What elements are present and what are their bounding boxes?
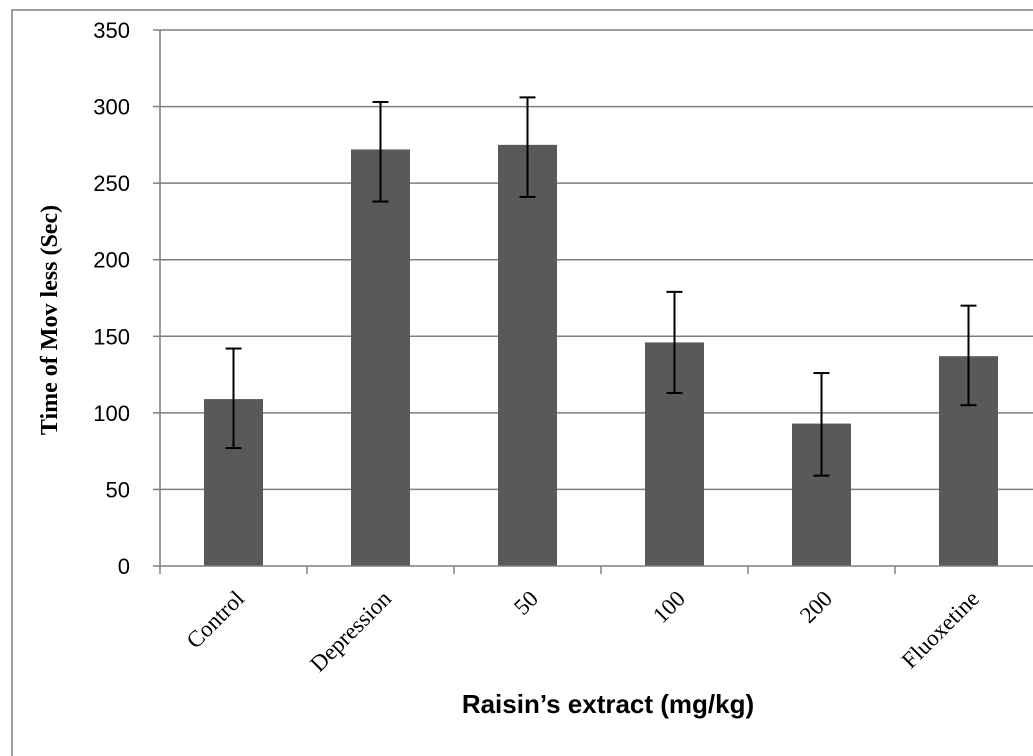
gridlines [160,29,1033,491]
chart-border [11,9,1033,756]
x-tick-label: Control [182,586,249,653]
error-bars [225,96,977,477]
x-tick-label: Depression [305,586,396,677]
y-tick-label: 200 [93,248,130,273]
y-axis-label: Time of Mov less (Sec) [37,205,63,435]
x-tick-label: Fluoxetine [897,586,984,673]
bar-50 [498,144,557,566]
x-tick-label: 200 [795,586,837,628]
bar-depression [351,149,410,567]
x-axis-label: Raisin’s extract (mg/kg) [462,689,754,719]
x-tick-label: 100 [648,586,690,628]
y-tick-labels: 0 50 100 150 200 250 300 350 [93,18,130,579]
y-tick-label: 250 [93,171,130,196]
y-tick-label: 50 [106,477,130,502]
y-tick-label: 100 [93,401,130,426]
bars [204,144,998,567]
x-tick-label: 50 [509,586,543,620]
y-tick-label: 350 [93,18,130,43]
y-tick-label: 150 [93,324,130,349]
x-tick-labels: Control Depression 50 100 200 Fluoxetine [182,586,984,677]
axes [153,29,1033,574]
y-tick-label: 300 [93,95,130,120]
y-tick-label: 0 [118,554,130,579]
